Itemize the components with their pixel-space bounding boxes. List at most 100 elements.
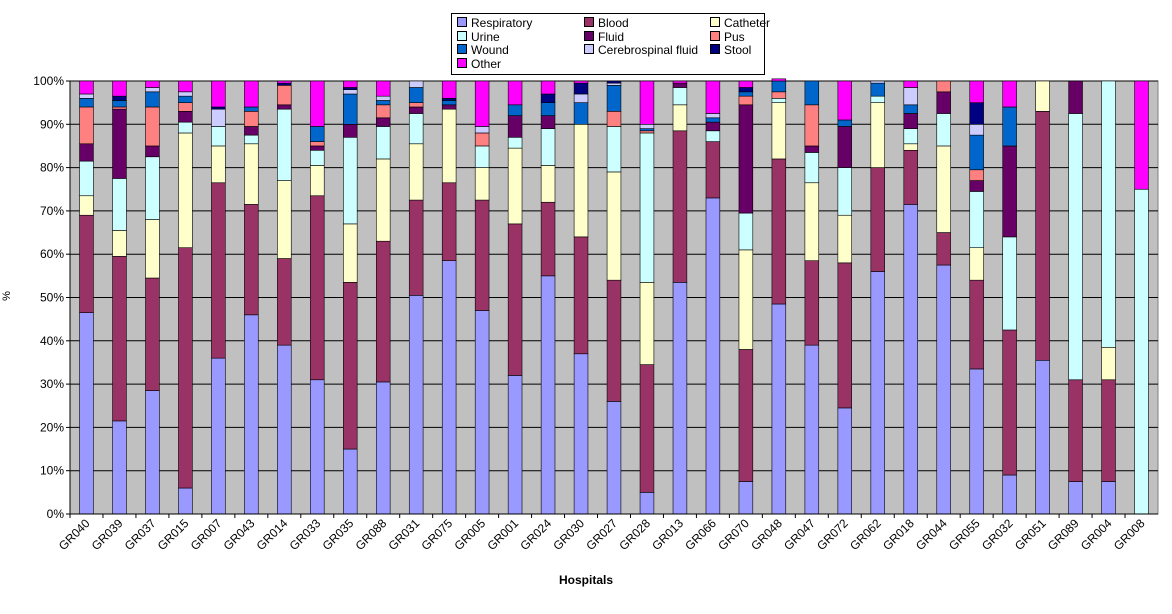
bar-segment-wound: [705, 117, 721, 123]
bar-segment-catheter: [1035, 80, 1050, 112]
bar-segment-blood: [277, 258, 292, 346]
bar-segment-pus: [771, 91, 787, 99]
bar-segment-catheter: [211, 145, 226, 184]
bar-segment-stool: [573, 82, 589, 95]
bar-segment-pus: [244, 111, 259, 127]
y-tick-label: 30%: [40, 377, 64, 391]
x-tick-label: GR066: [682, 516, 719, 553]
bar-segment-blood: [507, 223, 523, 376]
legend-label: Other: [471, 56, 502, 71]
legend-swatch: [710, 17, 720, 27]
bar-segment-catheter: [969, 247, 984, 281]
bar-segment-fluid: [178, 111, 193, 123]
bar-segment-fluid: [540, 115, 556, 129]
bar-segment-catheter: [903, 143, 918, 151]
bar-segment-other: [244, 80, 259, 108]
x-tick-label: GR007: [188, 516, 225, 553]
bar-segment-wound: [540, 102, 556, 116]
x-tick-label: GR072: [814, 516, 851, 553]
bar-segment-stool: [540, 93, 556, 103]
bar-segment-blood: [540, 201, 556, 277]
x-tick-label: GR014: [254, 516, 291, 553]
bar-segment-blood: [178, 247, 193, 489]
legend-item: Respiratory: [457, 17, 532, 30]
bar-segment-blood: [936, 232, 951, 266]
bar-segment-blood: [1101, 379, 1116, 482]
legend-swatch: [584, 30, 594, 41]
bar-segment-respiratory: [804, 344, 820, 515]
bar-segment-other: [145, 80, 160, 88]
bar-segment-blood: [244, 204, 259, 316]
bar-segment-wound: [870, 82, 885, 97]
bar-segment-fluid: [145, 145, 160, 158]
bar-segment-wound: [606, 85, 622, 112]
bar-segment-blood: [903, 149, 918, 205]
x-tick-label: GR051: [1012, 516, 1049, 553]
bar-segment-other: [112, 80, 127, 97]
bar-segment-wound: [178, 95, 193, 103]
bar-segment-fluid: [408, 106, 424, 114]
bar-segment-urine: [837, 167, 853, 216]
bar-segment-wound: [310, 126, 325, 142]
x-tick-label: GR037: [122, 516, 159, 553]
bar-segment-stool: [606, 80, 622, 84]
legend-swatch: [710, 30, 720, 41]
bar-segment-blood: [639, 364, 655, 493]
bar-segment-catheter: [277, 180, 292, 259]
x-tick-label: GR055: [946, 516, 983, 553]
legend-item: Cerebrospinal fluid: [584, 44, 698, 57]
bar-segment-cerebrospinal-fluid: [178, 91, 193, 97]
legend-label: Pus: [724, 29, 745, 44]
y-tick-label: 80%: [40, 161, 64, 175]
legend-item: Blood: [584, 17, 629, 30]
bar-segment-catheter: [936, 145, 951, 233]
bar-segment-catheter: [870, 102, 885, 168]
bar-segment-fluid: [112, 108, 127, 179]
x-tick-label: GR088: [353, 516, 390, 553]
bar-segment-urine: [375, 126, 391, 160]
bar-segment-respiratory: [639, 492, 655, 515]
bar-segment-catheter: [244, 143, 259, 205]
bar-segment-respiratory: [573, 353, 589, 515]
bar-segment-catheter: [507, 147, 523, 225]
bar-segment-other: [211, 80, 226, 108]
bar-segment-other: [573, 80, 589, 84]
bar-segment-other: [1134, 80, 1149, 190]
bar-segment-stool: [211, 106, 226, 110]
x-tick-label: GR032: [979, 516, 1016, 553]
bar-segment-respiratory: [969, 368, 984, 515]
bar-segment-blood: [441, 182, 457, 261]
bar-segment-urine: [705, 130, 721, 142]
x-tick-label: GR043: [221, 516, 258, 553]
bar-segment-blood: [606, 279, 622, 402]
bar-segment-respiratory: [178, 487, 193, 515]
bar-segment-other: [474, 80, 490, 127]
bar-segment-urine: [343, 136, 358, 225]
legend-swatch: [584, 17, 594, 27]
bar-segment-wound: [804, 80, 820, 106]
legend-item: Other: [457, 56, 502, 71]
legend-label: Catheter: [724, 16, 771, 30]
x-tick-label: GR004: [1078, 516, 1115, 553]
bar-segment-pus: [738, 95, 754, 106]
bar-segment-urine: [112, 178, 127, 231]
bar-segment-respiratory: [1068, 481, 1083, 515]
legend-label: Respiratory: [471, 16, 533, 30]
bar-segment-other: [343, 80, 358, 88]
y-tick-label: 50%: [40, 291, 64, 305]
bar-segment-blood: [672, 130, 688, 283]
legend-swatch: [457, 57, 467, 68]
bar-segment-blood: [79, 214, 94, 313]
bar-segment-respiratory: [705, 197, 721, 515]
bar-segment-fluid: [310, 145, 325, 151]
bar-segment-other: [771, 78, 787, 82]
bar-segment-respiratory: [277, 344, 292, 515]
bar-segment-blood: [837, 262, 853, 409]
x-tick-label: GR075: [418, 516, 455, 553]
bar-segment-blood: [705, 141, 721, 199]
bar-segment-cerebrospinal-fluid: [211, 108, 226, 127]
bar-segment-other: [540, 80, 556, 95]
bar-segment-blood: [145, 277, 160, 391]
bar-segment-fluid: [507, 115, 523, 138]
